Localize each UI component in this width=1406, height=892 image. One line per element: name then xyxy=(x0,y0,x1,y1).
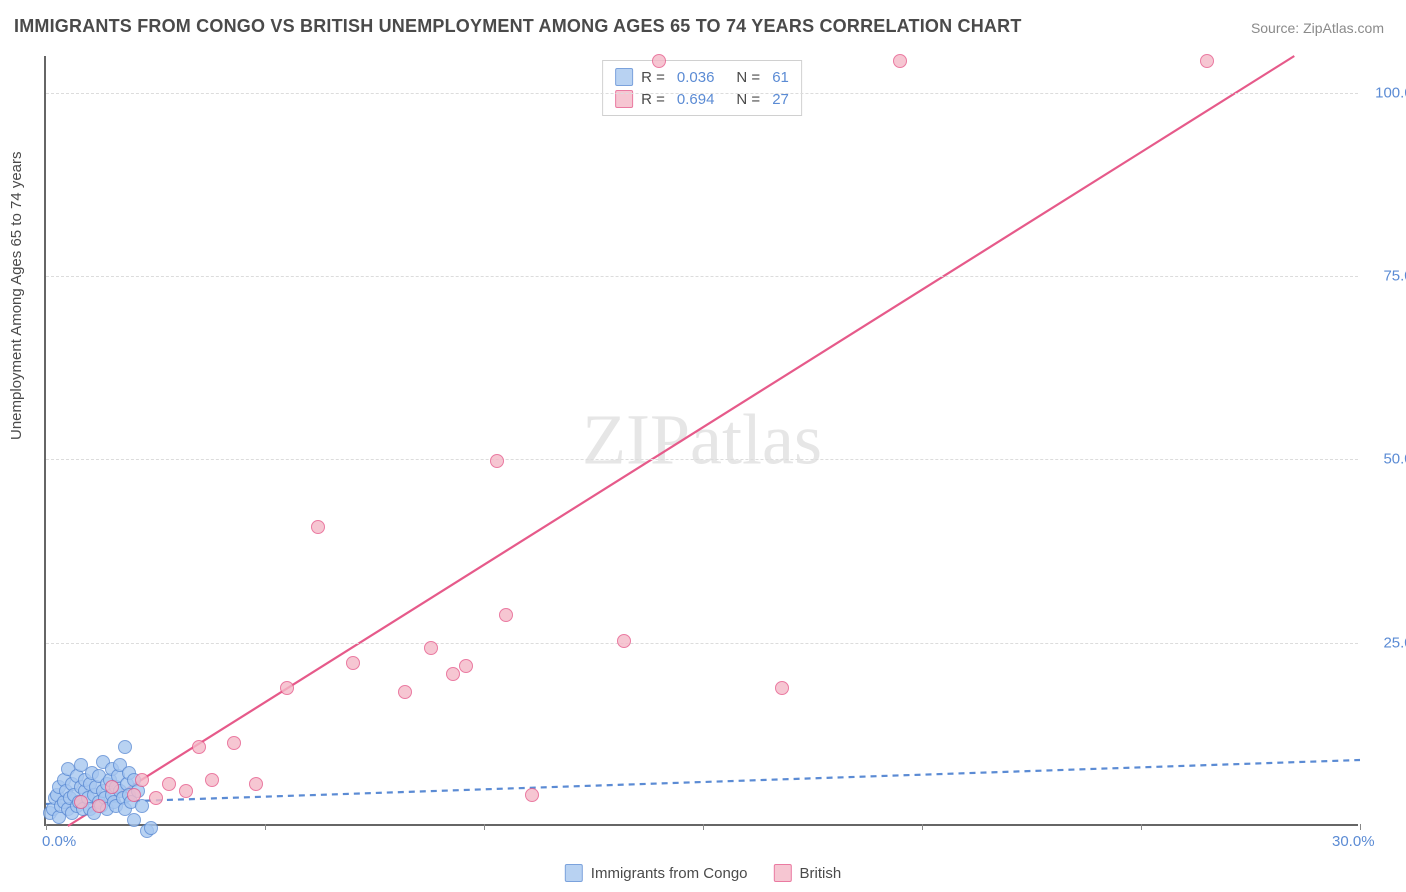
source-name: ZipAtlas.com xyxy=(1303,20,1384,36)
legend-swatch xyxy=(615,68,633,86)
data-point xyxy=(205,773,219,787)
legend-swatch xyxy=(565,864,583,882)
correlation-legend: R = 0.036 N = 61 R =0.694N =27 xyxy=(602,60,802,116)
data-point xyxy=(162,777,176,791)
data-point xyxy=(446,667,460,681)
data-point xyxy=(227,736,241,750)
gridline xyxy=(46,643,1358,644)
series-legend-label: Immigrants from Congo xyxy=(591,865,748,882)
data-point xyxy=(74,795,88,809)
data-point xyxy=(127,788,141,802)
legend-row: R = 0.036 N = 61 xyxy=(615,66,789,88)
data-point xyxy=(499,608,513,622)
data-point xyxy=(92,799,106,813)
y-tick-label: 75.0% xyxy=(1383,268,1406,285)
x-tick xyxy=(1141,824,1142,830)
legend-row: R =0.694N =27 xyxy=(615,88,789,110)
y-axis-label: Unemployment Among Ages 65 to 74 years xyxy=(8,151,25,440)
trend-line xyxy=(68,56,1294,826)
x-tick xyxy=(484,824,485,830)
data-point xyxy=(192,740,206,754)
data-point xyxy=(135,799,149,813)
series-legend-label: British xyxy=(800,865,842,882)
data-point xyxy=(280,681,294,695)
data-point xyxy=(525,788,539,802)
data-point xyxy=(459,659,473,673)
series-legend-item: British xyxy=(774,864,842,882)
source-prefix: Source: xyxy=(1251,20,1303,36)
chart-title: IMMIGRANTS FROM CONGO VS BRITISH UNEMPLO… xyxy=(14,16,1022,37)
data-point xyxy=(144,821,158,835)
legend-r-label: R = xyxy=(641,69,665,86)
scatter-plot-area: ZIPatlas R =0.036N =61R =0.694N =27 25.0… xyxy=(44,56,1358,826)
data-point xyxy=(149,791,163,805)
source-attribution: Source: ZipAtlas.com xyxy=(1251,20,1384,36)
x-tick xyxy=(46,824,47,830)
data-point xyxy=(775,681,789,695)
x-tick-label: 30.0% xyxy=(1332,833,1375,850)
data-point xyxy=(249,777,263,791)
x-tick xyxy=(1360,824,1361,830)
data-point xyxy=(424,641,438,655)
data-point xyxy=(893,54,907,68)
data-point xyxy=(179,784,193,798)
y-tick-label: 50.0% xyxy=(1383,451,1406,468)
data-point xyxy=(311,520,325,534)
data-point xyxy=(490,454,504,468)
series-legend: Immigrants from Congo British xyxy=(565,864,841,882)
gridline xyxy=(46,276,1358,277)
legend-n-value: 61 xyxy=(772,69,789,86)
y-tick-label: 100.0% xyxy=(1375,84,1406,101)
data-point xyxy=(127,813,141,827)
x-tick xyxy=(703,824,704,830)
legend-n-label: N = xyxy=(736,69,760,86)
data-point xyxy=(346,656,360,670)
data-point xyxy=(652,54,666,68)
data-point xyxy=(398,685,412,699)
legend-swatch xyxy=(774,864,792,882)
chart-svg-layer xyxy=(46,56,1358,824)
y-tick-label: 25.0% xyxy=(1383,634,1406,651)
legend-r-value: 0.036 xyxy=(677,69,715,86)
series-legend-item: Immigrants from Congo xyxy=(565,864,748,882)
gridline xyxy=(46,459,1358,460)
data-point xyxy=(617,634,631,648)
data-point xyxy=(1200,54,1214,68)
data-point xyxy=(135,773,149,787)
x-tick-label: 0.0% xyxy=(42,833,76,850)
x-tick xyxy=(922,824,923,830)
data-point xyxy=(105,780,119,794)
data-point xyxy=(118,740,132,754)
trend-line xyxy=(46,760,1360,804)
x-tick xyxy=(265,824,266,830)
gridline xyxy=(46,93,1358,94)
